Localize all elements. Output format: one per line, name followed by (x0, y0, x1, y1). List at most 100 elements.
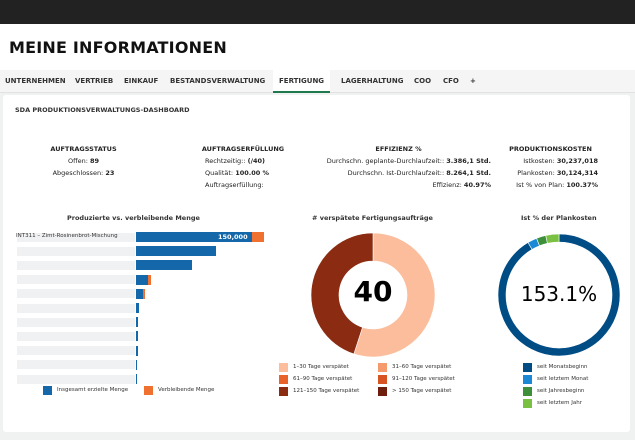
kpi-value: 100.37% (566, 181, 598, 189)
kpi-label: Rechtzeitig:: (205, 157, 246, 165)
kpi-value: 30,124,314 (556, 169, 598, 177)
kpi-title: AUFTRAGSERFÜLLUNG (201, 145, 285, 153)
legend-label: seit Jahresbeginn (537, 388, 585, 394)
legend-item: seit letztem Monat (523, 375, 588, 384)
legend-label: 61–90 Tage verspätet (293, 376, 353, 382)
kpi-produktionskosten: PRODUKTIONSKOSTEN Istkosten: 30,237,018 … (503, 143, 598, 191)
kpi-value: 23 (105, 169, 115, 177)
legend-swatch (523, 387, 532, 396)
bar-track (17, 275, 135, 285)
bar-produced[interactable] (136, 260, 193, 271)
kpi-effizienz: EFFIZIENZ % Durchschn. geplante-Durchlau… (306, 143, 491, 191)
legend-swatch (279, 375, 288, 384)
bar-produced[interactable] (136, 345, 138, 356)
legend-swatch (523, 363, 532, 372)
bar-remaining[interactable] (148, 274, 151, 285)
late-orders-chart-title: # verspätete Fertigungsaufträge (312, 214, 433, 222)
plan-cost-percentage: 153.1% (520, 282, 598, 306)
legend-item: 121–150 Tage verspätet (279, 387, 359, 396)
legend-label: 121–150 Tage verspätet (293, 388, 360, 394)
tab-bar: UNTERNEHMEN VERTRIEB EINKAUF BESTANDSVER… (0, 70, 635, 93)
kpi-auftragsstatus: AUFTRAGSSTATUS Offen: 89 Abgeschlossen: … (31, 143, 136, 179)
kpi-label: Abgeschlossen: (52, 169, 104, 177)
bar-produced[interactable] (136, 274, 149, 285)
top-bar (0, 0, 635, 24)
legend-swatch (43, 386, 52, 395)
kpi-value: 3.386,1 Std. (446, 157, 491, 165)
bar-data-label: 150,000 (218, 233, 248, 241)
tab-einkauf[interactable]: EINKAUF (124, 77, 159, 85)
legend-item: Verbleibende Menge (144, 386, 214, 395)
donut-slice[interactable] (353, 232, 436, 358)
kpi-title: AUFTRAGSSTATUS (50, 145, 117, 153)
legend-swatch (378, 363, 387, 372)
bar-produced[interactable] (136, 374, 137, 384)
kpi-value: 30,237,018 (556, 157, 598, 165)
bar-produced[interactable] (136, 317, 139, 328)
dashboard-title: SDA PRODUKTIONSVERWALTUNGS-DASHBOARD (15, 106, 190, 114)
tab-add-button[interactable]: + (470, 77, 476, 85)
kpi-label: Offen: (67, 157, 88, 165)
tab-vertrieb[interactable]: VERTRIEB (75, 77, 114, 85)
tab-fertigung[interactable]: FERTIGUNG (273, 70, 331, 93)
kpi-label: Istkosten: (523, 157, 555, 165)
bar-track (17, 317, 135, 327)
bar-category-label: INT311 – Zimt-Rosinenbrot-Mischung (16, 233, 118, 239)
legend-item: 1–30 Tage verspätet (279, 363, 349, 372)
legend-swatch (144, 386, 153, 395)
tab-lagerhaltung[interactable]: LAGERHALTUNG (341, 77, 404, 85)
bar-chart-title: Produzierte vs. verbleibende Menge (67, 214, 200, 222)
bar-track (17, 331, 135, 341)
page-header: MEINE INFORMATIONEN (0, 24, 635, 70)
kpi-value: 89 (89, 157, 100, 165)
legend-item: 91–120 Tage verspätet (378, 375, 455, 384)
bar-produced[interactable] (136, 232, 252, 242)
legend-label: Insgesamt erzielte Menge (57, 387, 129, 393)
bar-track (17, 360, 135, 370)
kpi-label: Plankosten: (517, 169, 555, 177)
bar-produced[interactable] (136, 288, 143, 299)
legend-label: 91–120 Tage verspätet (392, 376, 455, 382)
plan-cost-chart-title: Ist % der Plankosten (521, 214, 597, 222)
kpi-value: 8.264,1 Std. (446, 169, 491, 177)
legend-label: 31–60 Tage verspätet (392, 364, 452, 370)
donut-slice[interactable] (310, 232, 374, 355)
bar-produced[interactable] (136, 246, 216, 257)
tab-cfo[interactable]: CFO (443, 77, 459, 85)
legend-label: 1–30 Tage verspätet (293, 364, 349, 370)
tab-unternehmen[interactable]: UNTERNEHMEN (5, 77, 66, 85)
bar-track (17, 346, 135, 356)
legend-swatch (523, 399, 532, 408)
plan-cost-donut (497, 233, 621, 357)
legend-item: seit letztem Jahr (523, 399, 582, 408)
bar-track (17, 260, 135, 270)
tab-coo[interactable]: COO (414, 77, 432, 85)
bar-produced[interactable] (136, 359, 138, 370)
legend-label: seit letztem Jahr (537, 400, 583, 406)
kpi-label: Durchschn. Ist-Durchlaufzeit:: (347, 169, 445, 177)
bar-track (17, 303, 135, 313)
donut-slice[interactable] (545, 233, 560, 244)
legend-item: seit Monatsbeginn (523, 363, 588, 372)
kpi-label: Ist % von Plan: (516, 181, 565, 189)
legend-label: seit Monatsbeginn (537, 364, 588, 370)
legend-swatch (279, 387, 288, 396)
kpi-label: Qualität: (205, 169, 234, 177)
bar-remaining[interactable] (142, 288, 146, 299)
legend-item: > 150 Tage verspätet (378, 387, 451, 396)
legend-item: 31–60 Tage verspätet (378, 363, 451, 372)
kpi-title: PRODUKTIONSKOSTEN (509, 145, 592, 153)
legend-label: > 150 Tage verspätet (392, 388, 452, 394)
kpi-label: Durchschn. geplante-Durchlaufzeit:: (326, 157, 445, 165)
kpi-value: (/40) (247, 157, 265, 165)
bar-remaining[interactable] (252, 232, 265, 242)
kpi-auftragserfuellung: AUFTRAGSERFÜLLUNG Rechtzeitig:: (/40) Qu… (193, 143, 293, 191)
late-orders-total: 40 (353, 275, 393, 308)
bar-track (17, 374, 135, 384)
bar-track (17, 246, 135, 256)
tab-bestandsverwaltung[interactable]: BESTANDSVERWALTUNG (170, 77, 266, 85)
bar-produced[interactable] (136, 303, 140, 313)
legend-item: Insgesamt erzielte Menge (43, 386, 128, 395)
bar-produced[interactable] (136, 331, 138, 342)
bar-track (17, 289, 135, 299)
